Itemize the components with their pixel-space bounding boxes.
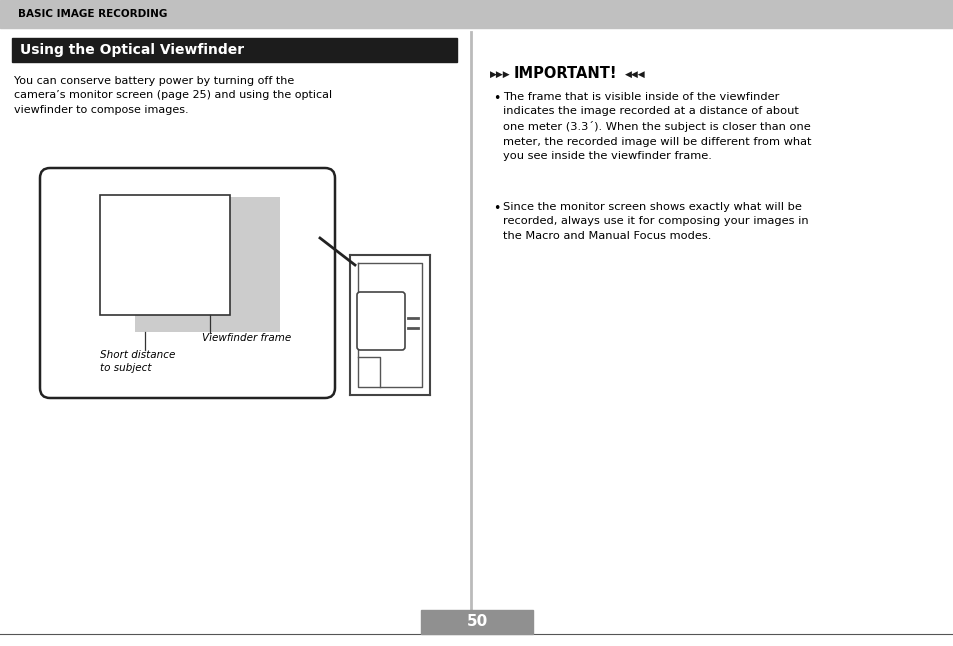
Text: ◀◀◀: ◀◀◀ (624, 70, 645, 79)
Text: Viewfinder frame: Viewfinder frame (202, 333, 291, 343)
Bar (0, 0, 953, 28)
Text: You can conserve battery power by turning off the
camera’s monitor screen (page : You can conserve battery power by turnin… (14, 76, 332, 115)
Bar (12, 38, 456, 62)
FancyBboxPatch shape (356, 292, 405, 350)
Text: Using the Optical Viewfinder: Using the Optical Viewfinder (20, 43, 244, 57)
Text: Short distance
to subject: Short distance to subject (100, 350, 175, 373)
Bar (100, 195, 230, 315)
Text: Since the monitor screen shows exactly what will be
recorded, always use it for : Since the monitor screen shows exactly w… (502, 202, 808, 241)
Text: IMPORTANT!: IMPORTANT! (514, 67, 617, 81)
Bar (135, 197, 280, 332)
Text: •: • (493, 92, 500, 105)
Bar (420, 610, 533, 634)
Text: The frame that is visible inside of the viewfinder
indicates the image recorded : The frame that is visible inside of the … (502, 92, 811, 161)
Text: ▶▶▶: ▶▶▶ (490, 70, 510, 79)
Text: 50: 50 (466, 614, 487, 629)
Text: •: • (493, 202, 500, 215)
FancyBboxPatch shape (40, 168, 335, 398)
Text: BASIC IMAGE RECORDING: BASIC IMAGE RECORDING (18, 9, 167, 19)
